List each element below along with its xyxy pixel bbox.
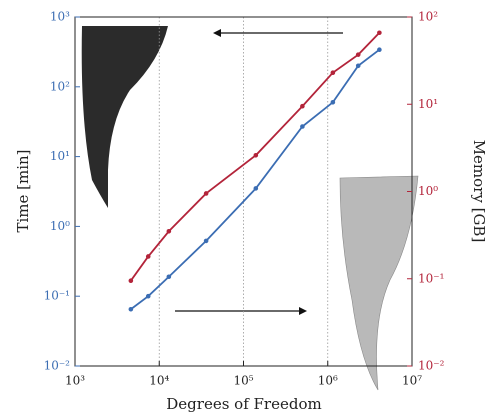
y-tick-label: 10⁻²: [44, 359, 71, 373]
point: [356, 63, 361, 68]
point: [129, 278, 134, 283]
x-axis-title: Degrees of Freedom: [166, 395, 321, 413]
y2-tick-label: 10²: [418, 10, 438, 24]
point: [254, 153, 259, 158]
point: [129, 307, 134, 312]
point: [331, 70, 336, 75]
y-tick-label: 10¹: [50, 149, 70, 163]
point: [167, 229, 172, 234]
x-tick-label: 10⁴: [149, 374, 169, 388]
y-axis-title: Time [min]: [14, 149, 32, 232]
point: [146, 254, 151, 259]
x-tick-label: 10⁵: [233, 374, 253, 388]
point: [300, 124, 305, 129]
y2-tick-label: 10⁻¹: [418, 271, 444, 285]
point: [254, 186, 259, 191]
y-tick-label: 10²: [50, 79, 70, 93]
arrow-right: [175, 307, 307, 315]
y2-tick-label: 10⁻²: [418, 359, 445, 373]
point: [377, 47, 382, 52]
y-tick-label: 10³: [50, 10, 70, 24]
mesh-coarse: [82, 26, 168, 208]
y-tick-label: 10⁻¹: [44, 289, 70, 303]
y2-axis-title: Memory [GB]: [470, 140, 488, 243]
arrow-left: [213, 29, 343, 37]
point: [331, 100, 336, 105]
point: [146, 294, 151, 299]
point: [377, 30, 382, 35]
point: [204, 191, 209, 196]
point: [167, 274, 172, 279]
chart: Degrees of Freedom Time [min] Memory [GB…: [0, 0, 500, 417]
x-tick-label: 10³: [65, 374, 85, 388]
point: [356, 52, 361, 57]
y2-tick-label: 10¹: [418, 97, 438, 111]
x-tick-label: 10⁷: [402, 374, 422, 388]
point: [204, 239, 209, 244]
mesh-fine: [340, 176, 418, 390]
x-tick-label: 10⁶: [318, 374, 338, 388]
y2-tick-label: 10⁰: [418, 184, 438, 198]
point: [300, 104, 305, 109]
y-tick-label: 10⁰: [50, 219, 70, 233]
